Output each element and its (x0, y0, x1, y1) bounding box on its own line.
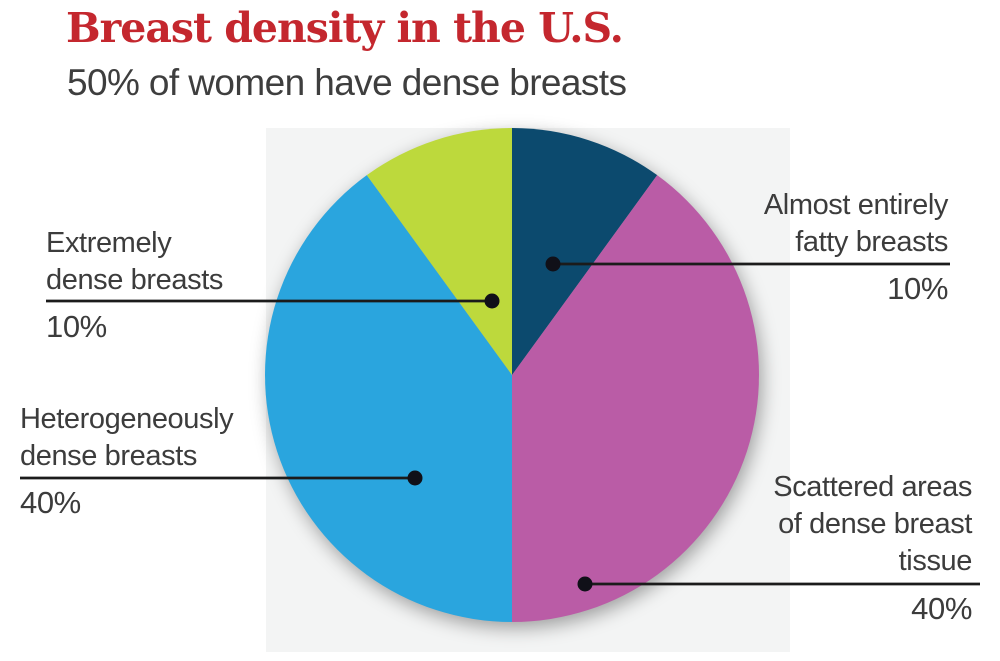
callout-almost-entirely-fatty: Almost entirely fatty breasts (763, 187, 949, 261)
callout-extremely-dense: Extremely dense breasts (46, 225, 223, 299)
callout-pct-fatty: 10% (887, 271, 948, 306)
callout-pct-extremely: 10% (46, 309, 107, 344)
pie-slice-scattered (512, 175, 760, 623)
callout-label-line: tissue (898, 545, 973, 577)
callout-label-line: Heterogeneously (20, 403, 234, 435)
callout-label-line: Extremely (46, 227, 172, 259)
callout-pct-heterogeneous: 40% (20, 485, 81, 520)
pie-slices (264, 128, 760, 623)
callout-label-line: Scattered areas (773, 471, 972, 503)
leader-dot-scattered (577, 576, 593, 592)
callout-label-line: dense breasts (20, 440, 197, 472)
callout-scattered-areas: Scattered areas of dense breast tissue (773, 469, 972, 580)
leader-dot-heterogeneous (407, 470, 423, 486)
leader-dot-extremely-dense (484, 293, 500, 309)
pie-slice-extremely-dense (366, 128, 512, 375)
callout-pct-scattered: 40% (911, 591, 972, 626)
chart-title: Breast density in the U.S. (66, 4, 624, 52)
leader-dot-fatty (545, 256, 561, 272)
pie-slice-fatty (512, 128, 658, 375)
callout-label-line: Almost entirely (763, 189, 949, 221)
callout-label-line: of dense breast (778, 508, 972, 540)
pie-slice-heterogeneous (264, 175, 512, 623)
leader-lines (20, 256, 980, 592)
chart-subtitle: 50% of women have dense breasts (67, 62, 627, 103)
callout-heterogeneously-dense: Heterogeneously dense breasts (20, 401, 234, 475)
callout-label-line: fatty breasts (795, 226, 948, 258)
callout-label-line: dense breasts (46, 264, 223, 296)
